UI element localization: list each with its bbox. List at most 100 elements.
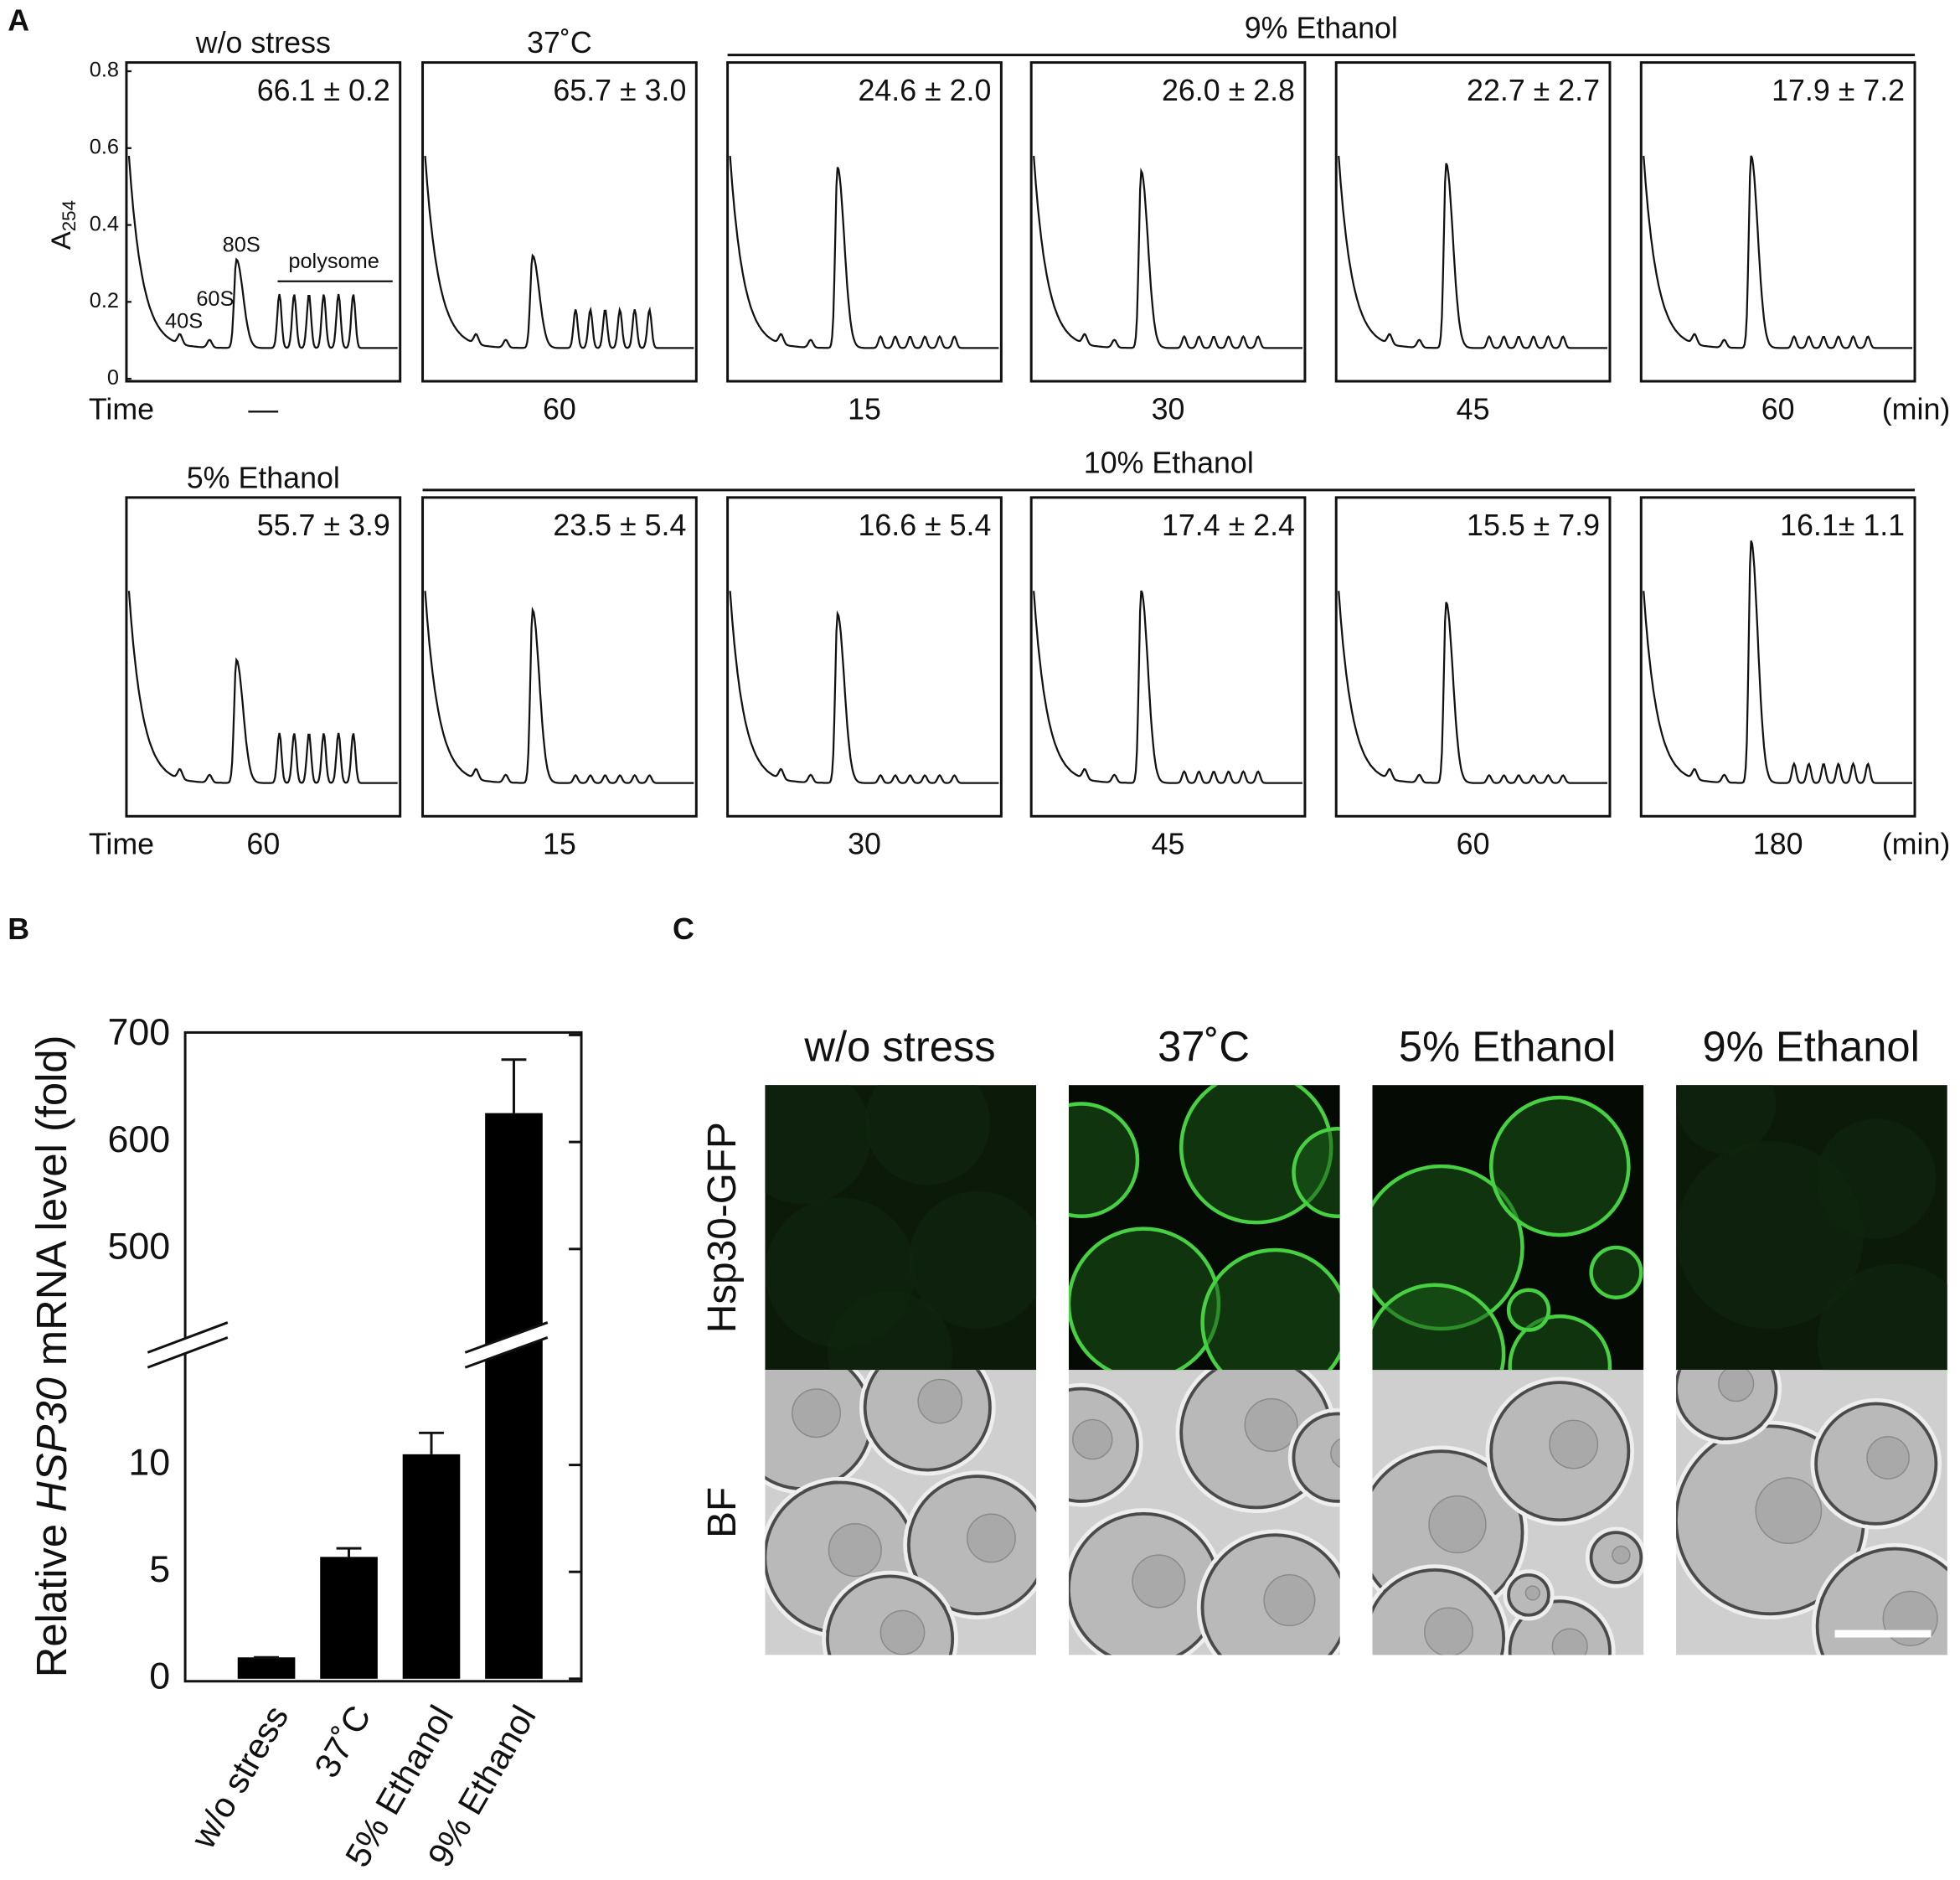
bf-vacuole (1072, 1418, 1113, 1460)
profile-trace (127, 591, 398, 784)
bf-cell-halo (822, 1570, 958, 1655)
peak-label: 60S (196, 287, 234, 311)
value-text: 26.0 ± 2.8 (1162, 74, 1295, 107)
y-tick-label: 0 (149, 1655, 170, 1697)
bf-image (1068, 1370, 1340, 1758)
y-tick-label: 0.6 (90, 136, 119, 159)
peak-label: 80S (223, 234, 260, 257)
gfp-cell (1200, 1247, 1340, 1371)
gfp-cell (1372, 1283, 1506, 1371)
profile-box (1334, 496, 1612, 818)
y-label-sub: 254 (59, 200, 80, 231)
bf-vacuole (1718, 1370, 1755, 1402)
bf-vacuole (1612, 1545, 1631, 1565)
bf-cell-halo (1485, 1376, 1635, 1526)
y-label-part: mRNA level (fold) (28, 1035, 75, 1377)
time-label: 60 (1457, 828, 1490, 861)
value-text: 23.5 ± 5.4 (553, 509, 686, 542)
bf-vacuole (1211, 1722, 1246, 1758)
gfp-image (1068, 1085, 1340, 1371)
peak-label: polysome (288, 250, 379, 273)
y-tick-label: 700 (107, 1011, 170, 1053)
value-text: 15.5 ± 7.9 (1467, 509, 1600, 542)
bf-cell-halo (1811, 1542, 1947, 1655)
y-tick-label: 0 (107, 366, 119, 390)
value-text: 17.4 ± 2.4 (1162, 509, 1295, 542)
bf-cell-halo (903, 1470, 1037, 1619)
y-tick-label: 500 (107, 1226, 170, 1268)
group-label: 10% Ethanol (1084, 446, 1254, 479)
column-title: w/o stress (803, 1023, 995, 1071)
profile-trace (729, 155, 999, 349)
time-axis-label: Time (89, 392, 154, 426)
y-label-part: HSP30 (28, 1377, 75, 1512)
bf-vacuole (1424, 1607, 1473, 1655)
axis-break (147, 1321, 229, 1354)
profile-trace (1033, 590, 1302, 784)
gfp-cell (1068, 1102, 1140, 1218)
profile-box (421, 496, 698, 818)
profile-box (726, 496, 1003, 818)
panel-label: A (8, 3, 29, 37)
gfp-cell (1488, 1095, 1631, 1237)
y-tick-label: 0.2 (90, 289, 119, 312)
column-title: 5% Ethanol (1399, 1023, 1616, 1071)
bf-vacuole (1244, 1397, 1298, 1452)
panel-label: B (8, 912, 29, 946)
y-tick-label: 0.4 (90, 212, 119, 235)
bf-cell-halo (1196, 1529, 1340, 1655)
gfp-cell (1816, 1118, 1937, 1239)
gfp-image (1676, 1085, 1947, 1371)
profile-trace (1338, 155, 1607, 349)
group-label: w/o stress (195, 26, 331, 59)
time-label: 30 (848, 828, 881, 861)
x-tick-label: 37˚C (307, 1699, 379, 1784)
y-label-main: A (45, 231, 76, 250)
profile-trace (1338, 591, 1607, 784)
bf-vacuole (1549, 1419, 1599, 1469)
row-label: BF (700, 1487, 745, 1538)
gfp-cell (864, 1085, 990, 1185)
profile-box (1639, 496, 1916, 818)
panel-label: C (673, 912, 694, 946)
unit-label: (min) (1882, 828, 1951, 861)
error-bar (336, 1547, 362, 1557)
profile-box (421, 61, 698, 383)
bf-cell-halo (1585, 1526, 1644, 1588)
bf-image (765, 1370, 1037, 1655)
gfp-cell (827, 1291, 953, 1371)
gfp-cell (765, 1085, 872, 1204)
bf-cell-halo (859, 1370, 996, 1476)
time-label: 30 (1152, 392, 1185, 426)
y-label-part: Relative (28, 1512, 75, 1677)
profile-trace (424, 155, 694, 349)
profile-box (1639, 61, 1916, 383)
bf-vacuole (1755, 1477, 1823, 1545)
bf-vacuole (1428, 1495, 1487, 1554)
time-label: 60 (543, 392, 576, 426)
time-label: 15 (848, 392, 881, 426)
bf-vacuole (1866, 1436, 1910, 1480)
bf-image (1676, 1370, 1947, 1655)
bf-cell-halo (1068, 1382, 1143, 1507)
gfp-cell (1676, 1085, 1777, 1154)
profile-box (1029, 496, 1307, 818)
gfp-cell (1817, 1263, 1947, 1371)
bf-cell-halo (1810, 1397, 1942, 1530)
group-label: 5% Ethanol (187, 461, 340, 494)
column-title: 9% Ethanol (1702, 1023, 1919, 1071)
column-title: 37˚C (1158, 1023, 1250, 1071)
peak-label: 40S (165, 310, 203, 333)
profile-trace (424, 591, 694, 784)
time-label: 45 (1457, 392, 1490, 426)
bar (485, 1113, 543, 1679)
y-axis-label: Relative HSP30 mRNA level (fold) (28, 1035, 75, 1677)
gfp-cell (1506, 1288, 1551, 1332)
profile-trace (729, 591, 999, 784)
y-tick-label: 5 (149, 1548, 170, 1590)
bf-cell-halo (1287, 1407, 1340, 1507)
time-label: — (248, 392, 278, 426)
bf-image (1372, 1370, 1644, 1655)
axis-break (464, 1321, 549, 1354)
